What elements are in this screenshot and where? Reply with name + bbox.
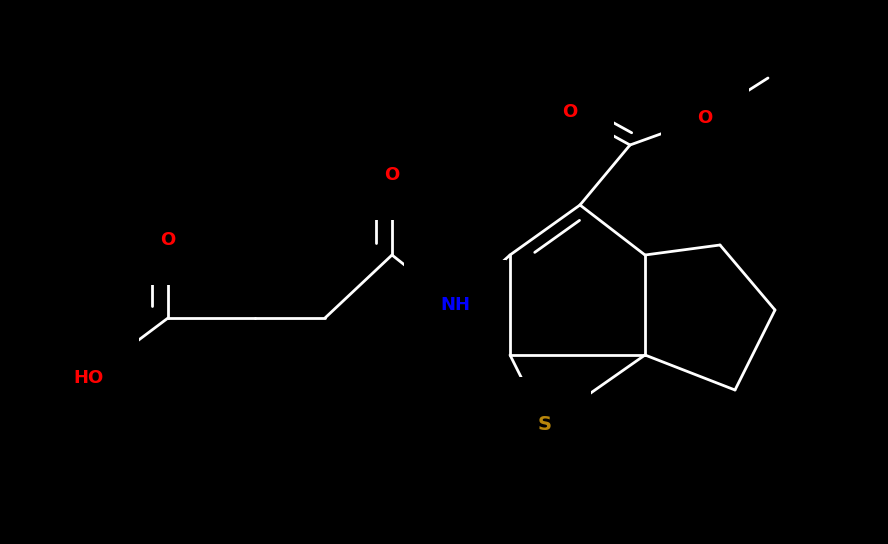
Text: S: S bbox=[538, 416, 552, 435]
Text: O: O bbox=[161, 231, 176, 249]
Text: NH: NH bbox=[440, 296, 470, 314]
Text: O: O bbox=[697, 109, 713, 127]
Text: O: O bbox=[562, 103, 577, 121]
Text: HO: HO bbox=[73, 369, 103, 387]
Text: O: O bbox=[385, 166, 400, 184]
